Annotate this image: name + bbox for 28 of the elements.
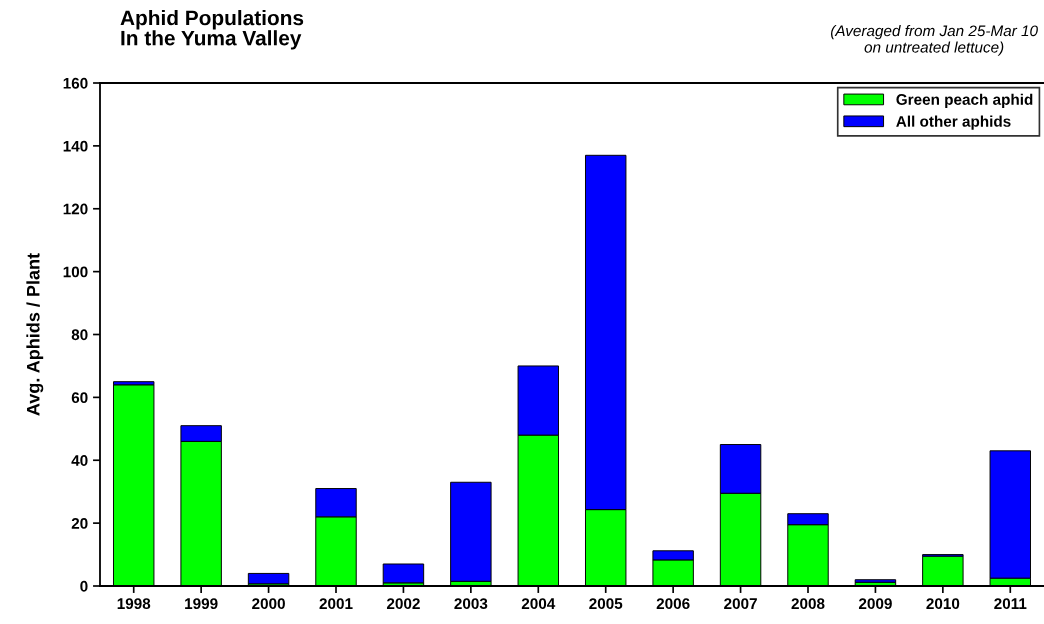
x-tick-label: 1999 xyxy=(185,598,218,610)
y-tick-label: 20 xyxy=(71,517,88,529)
x-tick-label: 2001 xyxy=(319,598,353,610)
x-tick-label: 2002 xyxy=(386,598,420,610)
x-tick-label: 2011 xyxy=(994,598,1027,610)
chart-subtitle: (Averaged from Jan 25-Mar 10 on untreated lettuce) xyxy=(830,25,1038,56)
legend-label: All other aphids xyxy=(896,115,1011,130)
x-tick-label: 2008 xyxy=(791,598,825,610)
x-tick-label: 2009 xyxy=(858,598,892,610)
y-tick-label: 40 xyxy=(71,455,88,466)
x-tick-label: 2000 xyxy=(252,598,285,610)
x-tick-label: 1998 xyxy=(117,598,151,610)
x-tick-label: 2004 xyxy=(521,598,556,610)
legend-label: Green peach aphid xyxy=(896,93,1033,108)
y-tick-label: 100 xyxy=(63,266,88,278)
chart-title: Aphid Populations In the Yuma Valley xyxy=(120,10,304,50)
y-tick-label: 0 xyxy=(80,580,88,592)
y-tick-label: 120 xyxy=(63,203,88,215)
y-axis-title: Avg. Aphids / Plant xyxy=(26,253,44,416)
x-tick-label: 2006 xyxy=(656,598,690,610)
y-tick-label: 60 xyxy=(71,392,88,404)
y-tick-label: 80 xyxy=(71,329,88,341)
x-tick-label: 2005 xyxy=(589,598,623,610)
x-tick-label: 2007 xyxy=(724,598,757,610)
x-tick-label: 2003 xyxy=(454,598,488,610)
y-tick-label: 140 xyxy=(63,140,88,152)
x-tick-label: 2010 xyxy=(926,598,960,610)
y-tick-label: 160 xyxy=(63,77,88,89)
